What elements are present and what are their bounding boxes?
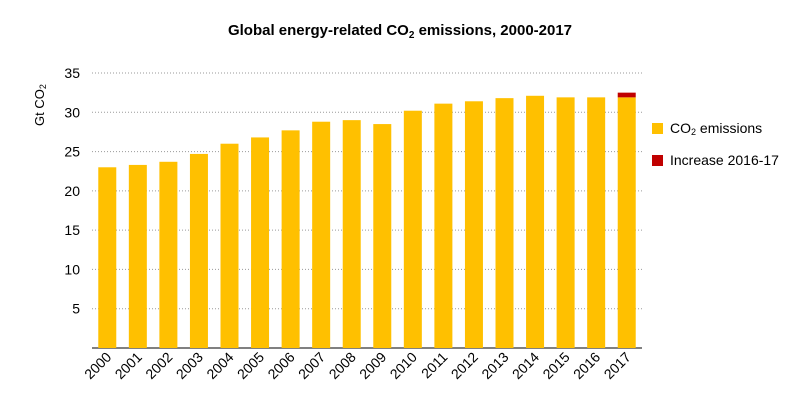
y-tick-label: 35: [64, 65, 80, 81]
bar-co2-emissions: [128, 164, 147, 348]
bar-co2-emissions: [281, 130, 300, 348]
bar-co2-emissions: [189, 153, 208, 348]
x-tick-label: 2016: [570, 349, 603, 382]
bar-increase: [617, 92, 636, 98]
x-tick-label: 2003: [173, 349, 206, 382]
legend: CO2 emissions Increase 2016-17: [652, 118, 779, 182]
x-tick-label: 2004: [203, 349, 236, 382]
x-tick-label: 2013: [478, 349, 511, 382]
x-tick-label: 2017: [600, 349, 633, 382]
x-tick-label: 2010: [387, 349, 420, 382]
bar-co2-emissions: [403, 110, 422, 348]
y-tick-label: 25: [64, 144, 80, 160]
x-tick-label: 2002: [142, 349, 175, 382]
x-tick-label: 2007: [295, 349, 328, 382]
bar-co2-emissions: [312, 121, 331, 348]
y-tick-label: 15: [64, 222, 80, 238]
y-tick-label: 20: [64, 183, 80, 199]
x-tick-label: 2005: [234, 349, 267, 382]
y-tick-label: 30: [64, 104, 80, 120]
x-tick-label: 2012: [448, 349, 481, 382]
legend-item-co2: CO2 emissions: [652, 118, 779, 138]
x-tick-label: 2006: [264, 349, 297, 382]
legend-label-co2: CO2 emissions: [670, 119, 763, 137]
bar-co2-emissions: [342, 120, 361, 349]
chart-title: Global energy-related CO2 emissions, 200…: [227, 22, 573, 41]
bar-co2-emissions: [159, 161, 178, 348]
bar-co2-emissions: [434, 103, 453, 349]
legend-item-increase: Increase 2016-17: [652, 150, 779, 170]
legend-swatch-co2: [652, 122, 663, 134]
bar-co2-emissions: [495, 98, 514, 349]
x-tick-label: 2000: [81, 349, 114, 382]
bar-co2-emissions: [556, 97, 575, 348]
x-tick-label: 2011: [418, 349, 451, 382]
x-tick-label: 2001: [112, 349, 145, 382]
y-tick-label: 10: [64, 261, 80, 277]
bar-co2-emissions: [373, 124, 392, 348]
x-tick-label: 2015: [539, 349, 572, 382]
bar-co2-emissions: [98, 167, 117, 348]
legend-label-increase: Increase 2016-17: [670, 152, 779, 168]
bar-co2-emissions: [220, 143, 239, 348]
bar-co2-emissions: [587, 97, 606, 348]
bar-co2-emissions: [617, 97, 636, 348]
bar-co2-emissions: [464, 101, 483, 349]
x-tick-label: 2014: [509, 349, 542, 382]
bar-co2-emissions: [251, 137, 270, 348]
x-tick-label: 2009: [356, 349, 389, 382]
bar-co2-emissions: [526, 95, 545, 349]
x-tick-label: 2008: [325, 349, 358, 382]
y-tick-label: 5: [72, 301, 80, 317]
legend-swatch-increase: [652, 154, 663, 166]
